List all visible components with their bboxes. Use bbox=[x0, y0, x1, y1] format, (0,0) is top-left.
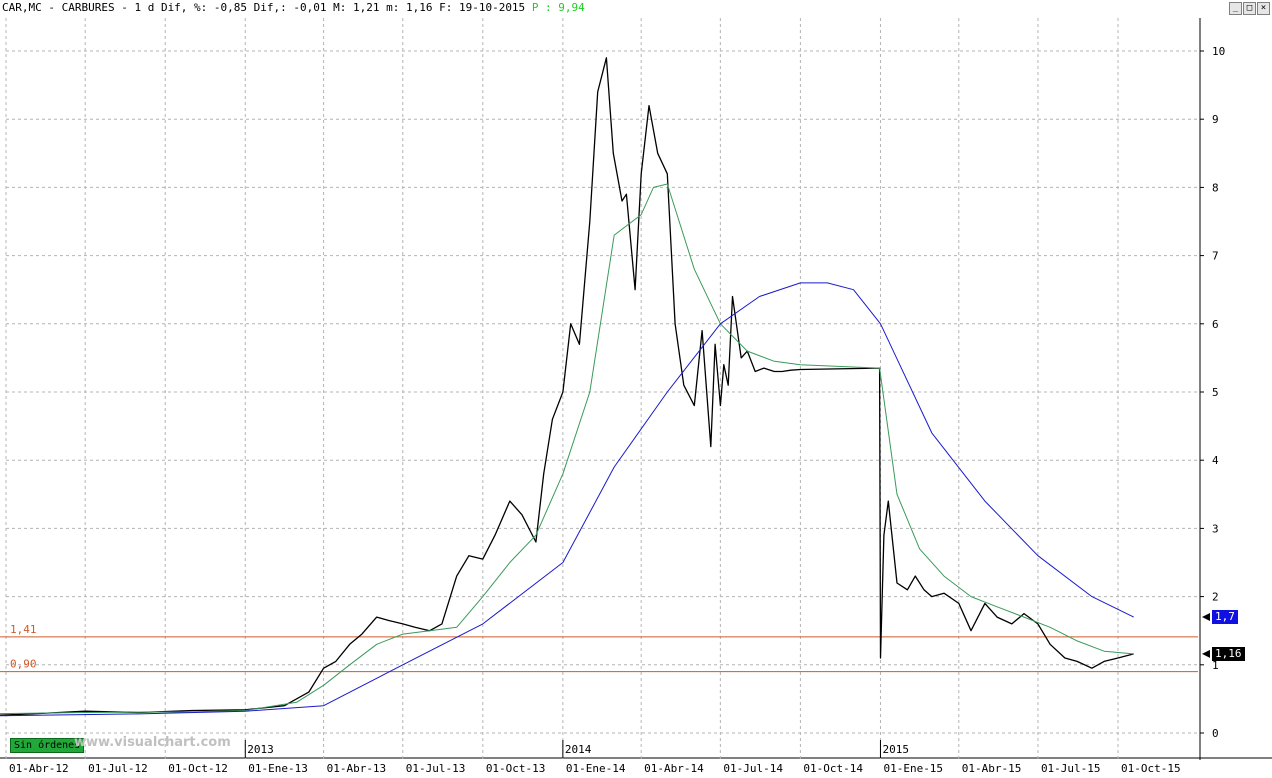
close-icon[interactable]: × bbox=[1257, 2, 1270, 15]
y-tick-label: 4 bbox=[1212, 454, 1219, 467]
y-tick-label: 7 bbox=[1212, 250, 1219, 263]
y-tick-label: 3 bbox=[1212, 522, 1219, 535]
y-tick-label: 0 bbox=[1212, 727, 1219, 740]
support-label: 0,90 bbox=[10, 658, 37, 671]
y-tick-label: 5 bbox=[1212, 386, 1219, 399]
series-line-price bbox=[0, 57, 1134, 716]
year-label: 2015 bbox=[882, 743, 909, 756]
x-tick-label: 01-Jul-12 bbox=[88, 762, 148, 775]
x-tick-label: 01-Abr-14 bbox=[644, 762, 704, 775]
orders-badge[interactable]: Sin órdenes bbox=[10, 738, 85, 753]
x-tick-label: 01-Ene-14 bbox=[566, 762, 626, 775]
x-tick-label: 01-Oct-14 bbox=[803, 762, 863, 775]
x-tick-label: 01-Jul-14 bbox=[723, 762, 783, 775]
series-line-ma_short bbox=[0, 183, 1134, 715]
x-tick-label: 01-Oct-13 bbox=[486, 762, 546, 775]
year-label: 2014 bbox=[565, 743, 592, 756]
year-label: 2013 bbox=[247, 743, 274, 756]
x-tick-label: 01-Abr-15 bbox=[962, 762, 1022, 775]
header-text-wrap: CAR,MC - CARBURES - 1 d Dif, %: -0,85 Di… bbox=[2, 0, 585, 16]
maximize-icon[interactable]: □ bbox=[1243, 2, 1256, 15]
y-tick-label: 1 bbox=[1212, 659, 1219, 672]
x-tick-label: 01-Abr-12 bbox=[9, 762, 69, 775]
series-line-ma_long bbox=[0, 282, 1134, 717]
minimize-icon[interactable]: _ bbox=[1229, 2, 1242, 15]
x-tick-label: 01-Oct-12 bbox=[168, 762, 228, 775]
ma-long-value-box-pointer bbox=[1202, 613, 1210, 622]
x-tick-label: 01-Jul-13 bbox=[406, 762, 466, 775]
x-tick-label: 01-Jul-15 bbox=[1041, 762, 1101, 775]
y-tick-label: 9 bbox=[1212, 113, 1219, 126]
chart-header: CAR,MC - CARBURES - 1 d Dif, %: -0,85 Di… bbox=[0, 0, 1272, 16]
y-tick-label: 6 bbox=[1212, 318, 1219, 331]
y-tick-label: 10 bbox=[1212, 45, 1225, 58]
price-value-box: 1,16 bbox=[1212, 646, 1245, 661]
price-value-box-pointer bbox=[1202, 649, 1210, 658]
last-price-label: P : 9,94 bbox=[531, 1, 585, 14]
y-tick-label: 8 bbox=[1212, 181, 1219, 194]
x-tick-label: 01-Ene-13 bbox=[248, 762, 308, 775]
ma-long-value-box: 1,7 bbox=[1212, 610, 1238, 625]
x-tick-label: 01-Ene-15 bbox=[883, 762, 943, 775]
watermark: www.visualchart.com bbox=[74, 735, 231, 750]
x-tick-label: 01-Abr-13 bbox=[327, 762, 387, 775]
support-label: 1,41 bbox=[10, 623, 37, 636]
header-info: CAR,MC - CARBURES - 1 d Dif, %: -0,85 Di… bbox=[2, 1, 526, 14]
y-tick-label: 2 bbox=[1212, 591, 1219, 604]
x-tick-label: 01-Oct-15 bbox=[1121, 762, 1181, 775]
